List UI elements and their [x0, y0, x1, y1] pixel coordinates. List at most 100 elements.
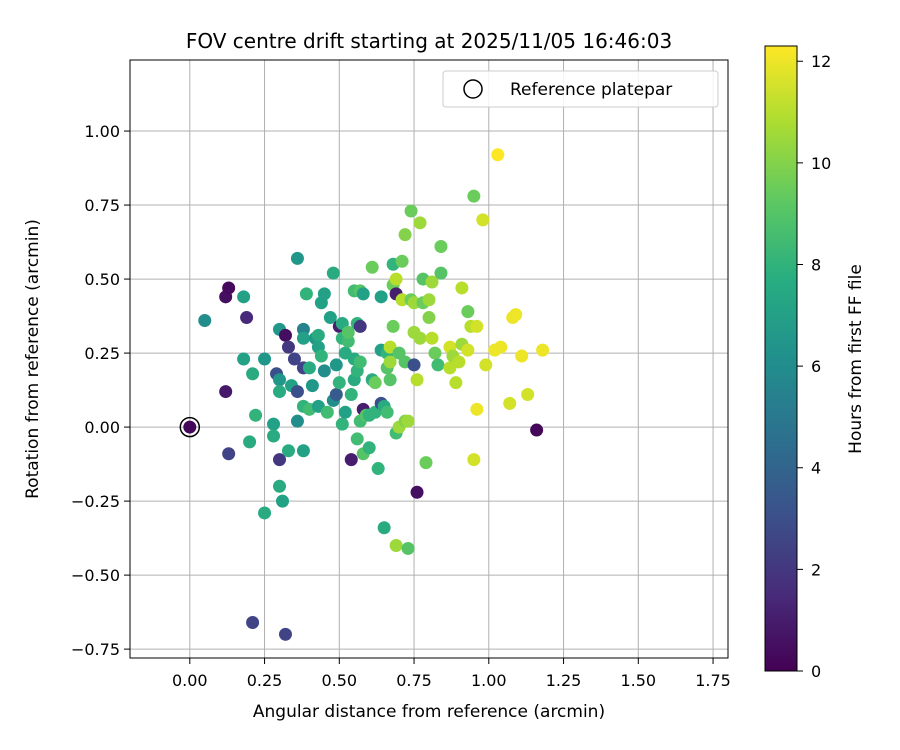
data-point: [296, 322, 310, 336]
data-point: [258, 352, 272, 366]
data-point: [449, 376, 463, 390]
data-point: [389, 272, 403, 286]
data-point: [419, 456, 433, 470]
data-point: [476, 213, 490, 227]
data-point: [470, 402, 484, 416]
data-point: [240, 311, 254, 325]
data-point: [326, 266, 340, 280]
data-point: [344, 388, 358, 402]
colorbar-gradient: [764, 45, 798, 672]
data-point: [461, 343, 475, 357]
data-point: [494, 340, 508, 354]
data-point: [246, 615, 260, 629]
colorbar: 0 2 4 6 8 10 12 Hours from first FF file: [764, 45, 866, 681]
data-point: [362, 441, 376, 455]
data-point: [425, 331, 439, 345]
data-point: [323, 311, 337, 325]
data-point: [380, 405, 394, 419]
data-point: [509, 308, 523, 322]
data-point: [452, 355, 466, 369]
data-point: [404, 204, 418, 218]
data-point: [311, 328, 325, 342]
y-tick-label: −0.50: [71, 566, 120, 585]
y-tick-label: 0.75: [84, 196, 120, 215]
data-point: [198, 314, 212, 328]
data-point: [383, 355, 397, 369]
data-point: [258, 506, 272, 520]
data-point: [434, 266, 448, 280]
data-point: [267, 429, 281, 443]
data-point: [299, 287, 313, 301]
x-axis-ticks: 0.00 0.25 0.50 0.75 1.00 1.25 1.50 1.75: [172, 658, 731, 690]
chart-title: FOV centre drift starting at 2025/11/05 …: [186, 29, 672, 53]
data-point: [317, 287, 331, 301]
data-point: [273, 385, 286, 399]
colorbar-tick-label: 0: [811, 662, 821, 681]
data-point: [455, 281, 469, 295]
legend-box: [442, 70, 719, 108]
data-point: [368, 376, 382, 390]
colorbar-tick-label: 12: [811, 52, 831, 71]
data-point: [302, 361, 316, 375]
data-point: [467, 189, 481, 203]
x-tick-label: 1.25: [546, 671, 582, 690]
data-point: [407, 358, 421, 372]
data-point: [329, 388, 343, 402]
legend-entry-reference: Reference platepar: [510, 80, 672, 100]
data-point: [305, 379, 319, 393]
data-point: [344, 453, 358, 467]
data-point: [410, 485, 424, 499]
data-point: [335, 417, 349, 431]
colorbar-tick-label: 6: [811, 357, 821, 376]
data-point: [371, 462, 385, 476]
data-point: [386, 319, 400, 333]
colorbar-tick-label: 2: [811, 560, 821, 579]
colorbar-tick-label: 10: [811, 154, 831, 173]
y-tick-label: 0.50: [84, 270, 120, 289]
data-point: [237, 290, 251, 304]
data-point: [530, 423, 544, 437]
x-axis-label: Angular distance from reference (arcmin): [253, 702, 605, 722]
data-point: [222, 447, 236, 461]
data-point: [470, 319, 484, 333]
data-point: [353, 355, 367, 369]
data-point: [350, 432, 364, 446]
data-point: [275, 494, 289, 508]
data-point: [395, 293, 409, 307]
data-point: [428, 346, 442, 360]
data-point: [467, 453, 481, 467]
data-point: [413, 216, 427, 230]
data-point: [422, 293, 436, 307]
x-tick-label: 0.50: [321, 671, 357, 690]
y-tick-label: 1.00: [84, 122, 120, 141]
data-point: [317, 364, 331, 378]
data-point: [273, 453, 286, 467]
colorbar-label: Hours from first FF file: [846, 264, 866, 454]
data-point: [395, 254, 409, 268]
data-point: [401, 541, 415, 555]
data-point: [422, 311, 436, 325]
data-point: [479, 358, 493, 372]
data-point: [278, 627, 292, 641]
data-point: [536, 343, 550, 357]
x-tick-label: 0.75: [396, 671, 432, 690]
data-point: [413, 331, 427, 345]
data-point: [222, 281, 236, 295]
data-point: [273, 373, 286, 387]
data-point: [281, 444, 295, 458]
data-point: [401, 414, 415, 428]
data-point: [246, 367, 260, 381]
plot-frame: [129, 59, 729, 659]
x-tick-label: 0.25: [247, 671, 283, 690]
data-points: [179, 148, 550, 641]
data-point: [374, 290, 388, 304]
data-point: [278, 328, 292, 342]
data-point: [243, 435, 257, 449]
data-point: [290, 251, 304, 265]
x-tick-label: 1.50: [620, 671, 656, 690]
data-point: [353, 319, 367, 333]
data-point: [329, 358, 343, 372]
data-point: [503, 396, 517, 410]
data-point: [219, 385, 233, 399]
